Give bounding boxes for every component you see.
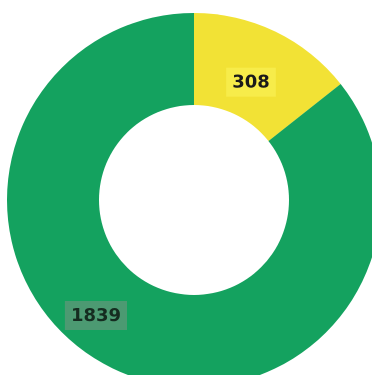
data-label-308: 308 — [232, 72, 270, 93]
labels-group: 308 1839 — [64, 67, 276, 330]
data-label-1839: 1839 — [71, 305, 121, 326]
data-label-box-1839 — [64, 301, 127, 330]
donut-hole — [99, 105, 289, 295]
data-label-box-308 — [226, 67, 276, 97]
